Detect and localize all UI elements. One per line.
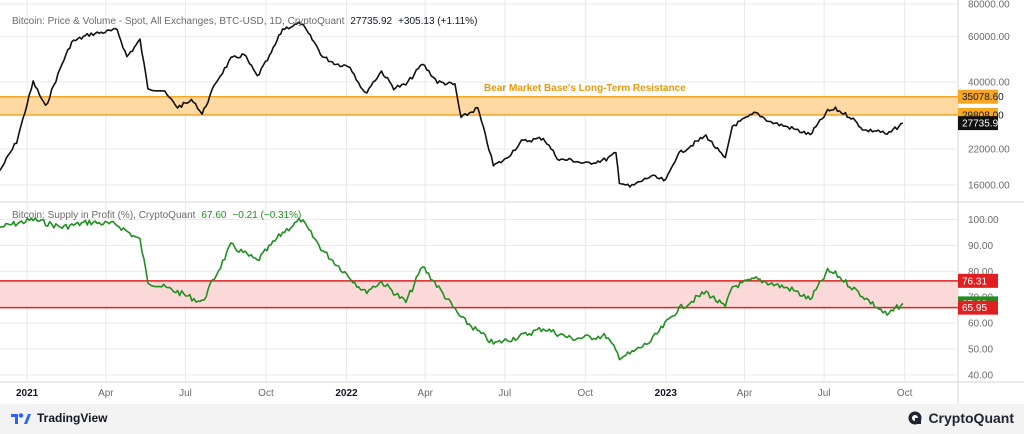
time-axis-label: 2021 [16,388,39,399]
supply-band [0,280,958,308]
supply-tick-label: 40.00 [968,370,993,381]
price-last-tag: 27735.92 [962,119,1004,130]
time-axis-label: Apr [737,388,753,399]
tradingview-logo-icon [11,413,31,424]
supply-tick-label: 90.00 [968,241,993,252]
price-tick-label: 40000.00 [968,77,1010,88]
resistance-upper-tag: 35078.60 [962,92,1004,103]
footer-bar [0,404,1024,434]
time-axis-label: Jul [818,388,831,399]
supply-legend-change: −0.21 (−0.31%) [232,210,302,221]
price-legend-change: +305.13 (+1.11%) [398,16,478,27]
supply-tick-label: 60.00 [968,319,993,330]
resistance-zone [0,96,958,116]
supply-series-line [0,217,904,361]
resistance-upper-tag-bg [958,89,998,104]
cryptoquant-brand[interactable]: CryptoQuant [907,409,1014,427]
price-tick-label: 60000.00 [968,32,1010,43]
time-axis-label: 2023 [655,388,678,399]
supply-band-lower-tag: 65.95 [962,303,987,314]
supply-band-upper-tag: 76.31 [962,276,987,287]
price-legend-last: 27735.92 [350,16,393,27]
chart-canvas: 80000.00 60000.00 40000.00 22000.00 16000.00… [0,0,1024,404]
price-series-line [0,21,904,188]
supply-legend-last: 67.60 [201,210,227,221]
supply-legend-title: Bitcoin: Supply in Profit (%), CryptoQua… [12,210,196,221]
price-tick-label: 16000.00 [968,180,1010,191]
time-axis-label: Oct [258,388,274,399]
price-tick-label: 80000.00 [968,0,1010,11]
time-axis-label: Apr [417,388,433,399]
supply-legend: Bitcoin: Supply in Profit (%), CryptoQua… [12,210,301,221]
price-last-tag-bg [958,116,998,131]
resistance-lower-tag: 29808.00 [962,111,1004,122]
supply-band-lower-tag-bg [958,300,998,315]
cryptoquant-logo-icon [908,411,922,425]
price-legend-title: Bitcoin: Price & Volume - Spot, All Exch… [12,16,345,27]
time-axis-label: Jul [498,388,511,399]
tradingview-brand[interactable]: TradingView [10,409,107,427]
cryptoquant-label: CryptoQuant [928,410,1014,426]
supply-band-upper-tag-bg [958,273,998,288]
time-axis-label: 2022 [335,388,358,399]
supply-tick-label: 80.00 [968,267,993,278]
price-legend: Bitcoin: Price & Volume - Spot, All Exch… [12,16,477,27]
time-axis-label: Apr [98,388,114,399]
price-tick-label: 22000.00 [968,145,1010,156]
supply-tick-label: 50.00 [968,344,993,355]
tradingview-label: TradingView [37,411,108,425]
time-axis-label: Oct [578,388,594,399]
time-axis-label: Jul [179,388,192,399]
time-axis-label: Oct [897,388,913,399]
supply-tick-label: 100.00 [968,215,999,226]
resistance-annotation: Bear Market Base's Long-Term Resistance [484,83,686,94]
